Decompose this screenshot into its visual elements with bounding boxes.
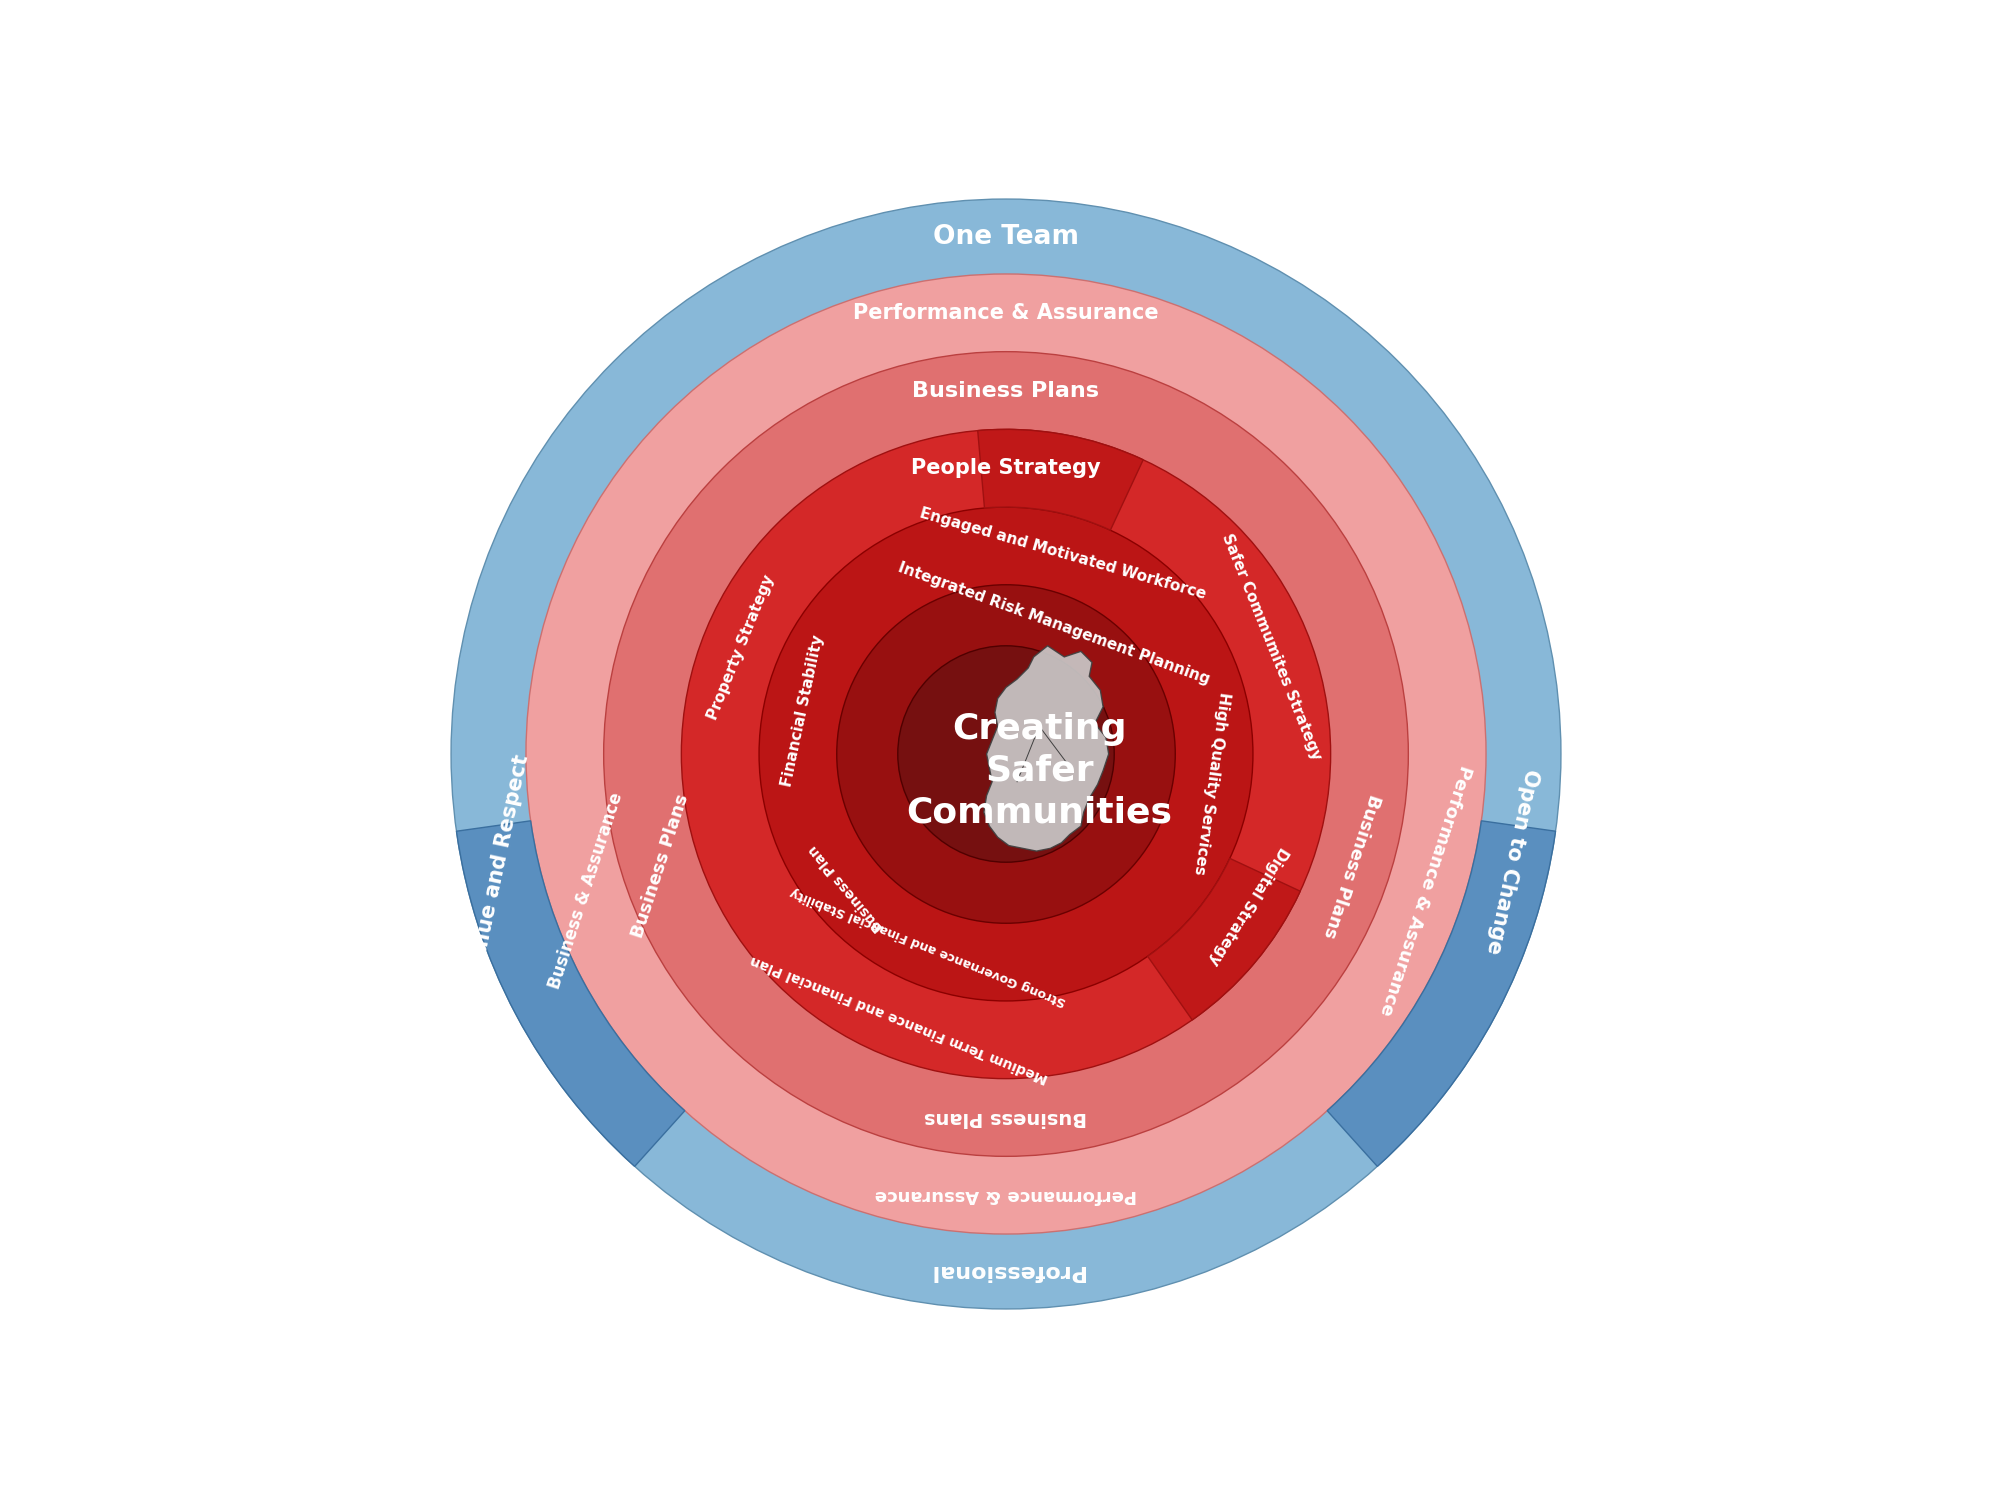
Circle shape: [837, 585, 1175, 923]
Circle shape: [897, 645, 1115, 863]
Circle shape: [451, 199, 1561, 1309]
Text: Engaged and Motivated Workforce: Engaged and Motivated Workforce: [919, 505, 1209, 602]
Text: Medium Term Finance and Financial Plan: Medium Term Finance and Financial Plan: [748, 953, 1050, 1086]
Text: Strong Governance and Financial Stability: Strong Governance and Financial Stabilit…: [789, 885, 1068, 1009]
Text: Performance & Assurance: Performance & Assurance: [853, 303, 1159, 323]
Text: Financial Stability: Financial Stability: [779, 633, 825, 789]
Text: High Quality Services: High Quality Services: [1191, 691, 1231, 875]
Text: Digital Strategy: Digital Strategy: [1205, 843, 1292, 967]
Polygon shape: [984, 645, 1109, 851]
Text: Professional: Professional: [928, 1262, 1084, 1282]
Wedge shape: [457, 820, 684, 1166]
Text: Business Plan: Business Plan: [807, 841, 887, 933]
Text: Business Plans: Business Plans: [913, 380, 1099, 401]
Text: Performance & Assurance: Performance & Assurance: [875, 1187, 1137, 1205]
Text: Safer Commumites Strategy: Safer Commumites Strategy: [1219, 531, 1324, 763]
Text: Value and Respect: Value and Respect: [467, 752, 533, 970]
Text: Business Plans: Business Plans: [628, 792, 692, 941]
Circle shape: [525, 274, 1487, 1234]
Wedge shape: [1147, 858, 1300, 1019]
Text: Performance & Assurance: Performance & Assurance: [1376, 763, 1475, 1018]
Text: Business Plans: Business Plans: [1320, 792, 1384, 941]
Text: Integrated Risk Management Planning: Integrated Risk Management Planning: [895, 559, 1211, 688]
Text: Creating
Safer
Communities: Creating Safer Communities: [905, 712, 1173, 829]
Text: Open to Change: Open to Change: [1483, 768, 1541, 956]
Text: Property Strategy: Property Strategy: [704, 572, 777, 722]
Circle shape: [759, 507, 1253, 1001]
Text: Business & Assurance: Business & Assurance: [545, 790, 626, 991]
Text: One Team: One Team: [934, 223, 1078, 249]
Wedge shape: [1328, 820, 1555, 1166]
Circle shape: [682, 430, 1330, 1078]
Text: Business Plans: Business Plans: [924, 1108, 1088, 1126]
Circle shape: [604, 351, 1408, 1157]
Text: People Strategy: People Strategy: [911, 458, 1101, 478]
Wedge shape: [978, 430, 1143, 531]
